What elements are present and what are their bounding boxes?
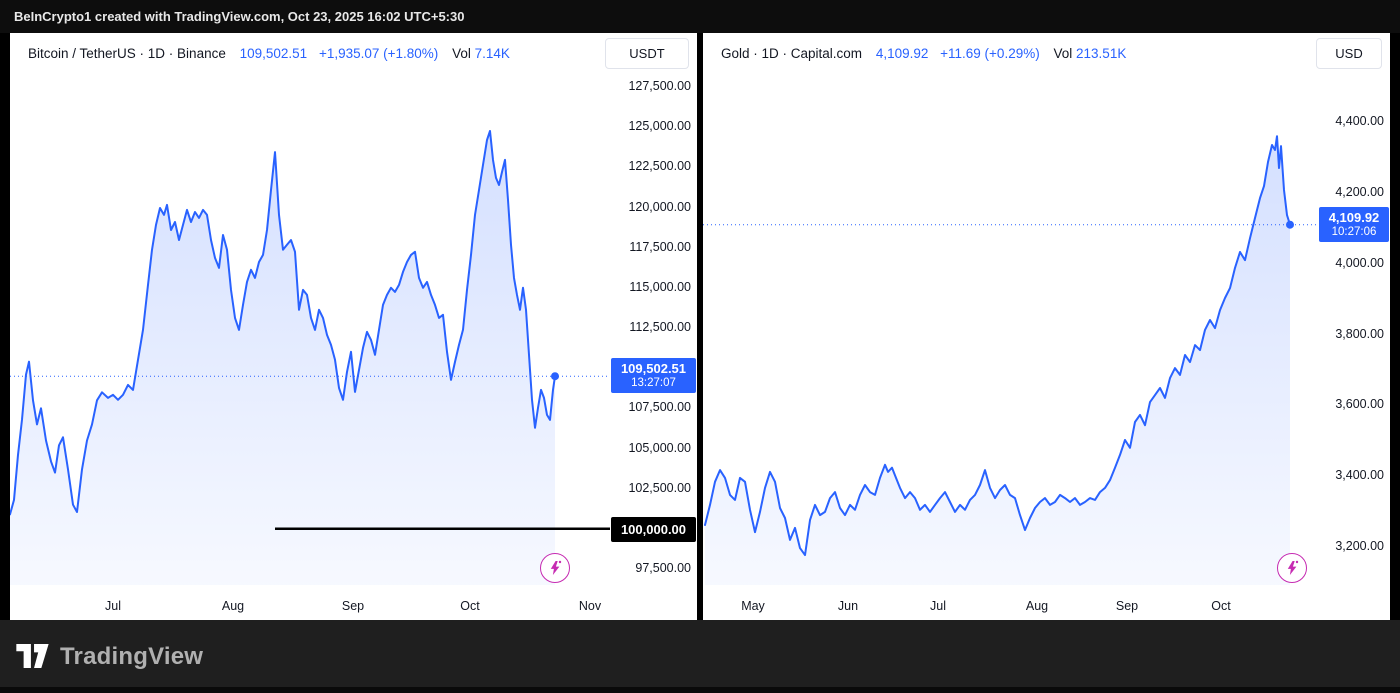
y-axis-tick: 122,500.00 xyxy=(628,159,691,174)
last-price-label-value: 4,109.92 xyxy=(1328,209,1380,225)
price-chart-bitcoin[interactable] xyxy=(10,33,610,589)
last-price-label-value: 109,502.51 xyxy=(620,361,687,377)
legend-vol-label: Vol xyxy=(1053,46,1073,61)
currency-toggle-button[interactable]: USDT xyxy=(605,38,689,69)
x-axis-tick: Aug xyxy=(221,599,245,613)
x-axis-tick: Jul xyxy=(105,599,121,613)
symbol-title[interactable]: Bitcoin / TetherUS · 1D · Binance xyxy=(28,46,226,61)
symbol-title[interactable]: Gold · 1D · Capital.com xyxy=(721,46,863,61)
attribution-bar: BeInCrypto1 created with TradingView.com… xyxy=(0,0,1400,33)
x-axis-tick: Oct xyxy=(1211,599,1231,613)
last-price-label: 4,109.92 10:27:06 xyxy=(1319,206,1389,242)
price-chart-gold[interactable] xyxy=(703,33,1318,589)
bar-countdown: 10:27:06 xyxy=(1331,225,1377,238)
tradingview-brand-text: TradingView xyxy=(60,642,204,670)
y-axis-tick: 4,000.00 xyxy=(1335,255,1384,270)
legend-volume: 7.14K xyxy=(474,46,510,61)
y-axis-tick: 115,000.00 xyxy=(629,279,691,294)
price-line xyxy=(704,135,1291,557)
legend-volume: 213.51K xyxy=(1076,46,1127,61)
y-axis-tick: 4,400.00 xyxy=(1335,114,1384,128)
attribution-text: BeInCrypto1 created with TradingView.com… xyxy=(14,9,465,24)
y-axis-tick: 107,500.00 xyxy=(628,400,691,415)
drawn-level-label: 100,000.00 xyxy=(611,516,696,542)
last-price-dot xyxy=(551,372,559,381)
currency-toggle-button[interactable]: USD xyxy=(1316,38,1382,69)
x-axis-tick: Oct xyxy=(460,599,480,613)
y-axis-tick: 125,000.00 xyxy=(628,119,691,134)
chart-legend-bitcoin: Bitcoin / TetherUS · 1D · Binance 109,50… xyxy=(28,46,510,61)
area-fill xyxy=(10,131,555,585)
x-axis-tick: Sep xyxy=(341,599,365,613)
y-axis-tick: 3,400.00 xyxy=(1335,468,1384,483)
y-axis-tick: 3,600.00 xyxy=(1335,397,1384,412)
tradingview-logo-icon xyxy=(16,644,49,668)
y-axis-tick: 97,500.00 xyxy=(635,561,691,575)
tradingview-brand-link[interactable]: TradingView xyxy=(16,643,203,671)
y-axis-tick: 127,500.00 xyxy=(628,79,691,93)
price-line xyxy=(10,130,556,516)
chart-panel-gold: Gold · 1D · Capital.com 4,109.92 +11.69 … xyxy=(703,33,1390,620)
lightning-icon[interactable] xyxy=(540,553,570,583)
bolt-glyph xyxy=(1287,560,1299,575)
chart-legend-gold: Gold · 1D · Capital.com 4,109.92 +11.69 … xyxy=(721,46,1126,61)
x-axis-tick: May xyxy=(741,599,765,613)
x-axis-tick: Aug xyxy=(1025,599,1049,613)
y-axis-tick: 105,000.00 xyxy=(628,440,691,455)
chart-panel-bitcoin: Bitcoin / TetherUS · 1D · Binance 109,50… xyxy=(10,33,697,620)
y-axis-tick: 3,200.00 xyxy=(1335,539,1384,553)
last-price-dot xyxy=(1286,220,1294,229)
last-price-label: 109,502.51 13:27:07 xyxy=(611,358,696,394)
charts-row: Bitcoin / TetherUS · 1D · Binance 109,50… xyxy=(0,33,1400,620)
y-axis-tick: 112,500.00 xyxy=(629,320,691,334)
x-axis-tick: Sep xyxy=(1115,599,1139,613)
lightning-icon[interactable] xyxy=(1277,553,1307,583)
legend-change: +1,935.07 (+1.80%) xyxy=(318,46,439,61)
x-axis-tick: Nov xyxy=(578,599,602,613)
price-axis[interactable]: 127,500.00 125,000.00 122,500.00 120,000.00… xyxy=(610,33,697,594)
legend-last-price: 109,502.51 xyxy=(239,46,308,61)
legend-change: +11.69 (+0.29%) xyxy=(940,46,1040,61)
time-axis[interactable]: Jul Aug Sep Oct Nov xyxy=(10,593,610,620)
area-fill xyxy=(705,136,1290,585)
bolt-glyph xyxy=(550,560,562,575)
time-axis[interactable]: May Jun Jul Aug Sep Oct xyxy=(703,593,1318,620)
y-axis-tick: 102,500.00 xyxy=(628,480,691,495)
x-axis-tick: Jun xyxy=(837,599,859,613)
legend-last-price: 4,109.92 xyxy=(875,46,929,61)
y-axis-tick: 117,500.00 xyxy=(629,239,691,254)
x-axis-tick: Jul xyxy=(930,599,946,613)
footer-bar: TradingView xyxy=(0,620,1400,693)
y-axis-tick: 120,000.00 xyxy=(628,199,691,214)
y-axis-tick: 3,800.00 xyxy=(1335,326,1384,341)
price-axis[interactable]: 4,400.00 4,200.00 4,000.00 3,800.00 3,600.00… xyxy=(1318,33,1390,594)
y-axis-tick: 4,200.00 xyxy=(1335,184,1384,199)
legend-vol-label: Vol xyxy=(452,46,471,61)
bar-countdown: 13:27:07 xyxy=(631,377,676,390)
